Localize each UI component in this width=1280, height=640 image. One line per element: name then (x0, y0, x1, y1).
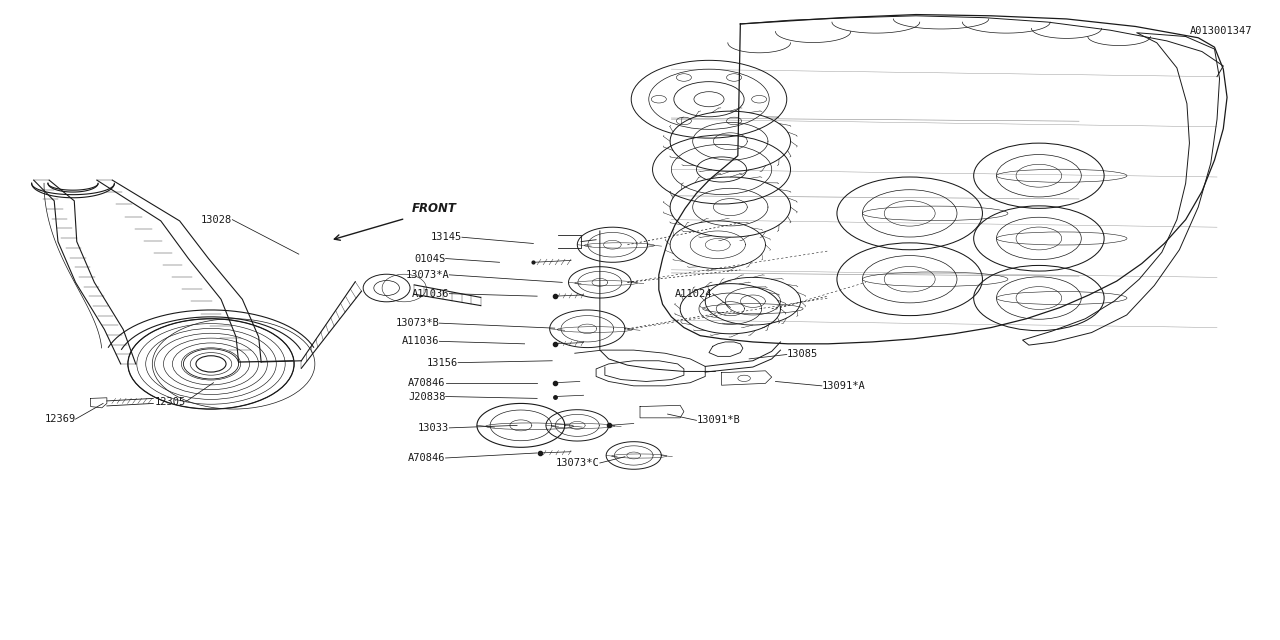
Text: J20838: J20838 (408, 392, 445, 401)
Text: 13073*C: 13073*C (556, 458, 600, 468)
Text: 13033: 13033 (419, 423, 449, 433)
Text: A11036: A11036 (402, 337, 439, 346)
Text: 12369: 12369 (45, 414, 76, 424)
Text: 13085: 13085 (787, 349, 818, 360)
Text: 13091*B: 13091*B (696, 415, 740, 426)
Text: 13091*A: 13091*A (822, 381, 865, 391)
Text: A11024: A11024 (676, 289, 713, 299)
Text: 0104S: 0104S (415, 253, 445, 264)
Text: A70846: A70846 (408, 453, 445, 463)
Polygon shape (709, 342, 742, 356)
Text: 13073*A: 13073*A (406, 270, 449, 280)
Text: 13073*B: 13073*B (396, 318, 439, 328)
Text: A70846: A70846 (408, 378, 445, 388)
Text: FRONT: FRONT (412, 202, 457, 215)
Text: A013001347: A013001347 (1189, 26, 1252, 36)
Text: 13028: 13028 (201, 214, 233, 225)
Text: A11036: A11036 (412, 289, 449, 299)
Text: 13156: 13156 (426, 358, 458, 367)
Text: 12305: 12305 (155, 397, 186, 406)
Text: 13145: 13145 (430, 232, 462, 242)
